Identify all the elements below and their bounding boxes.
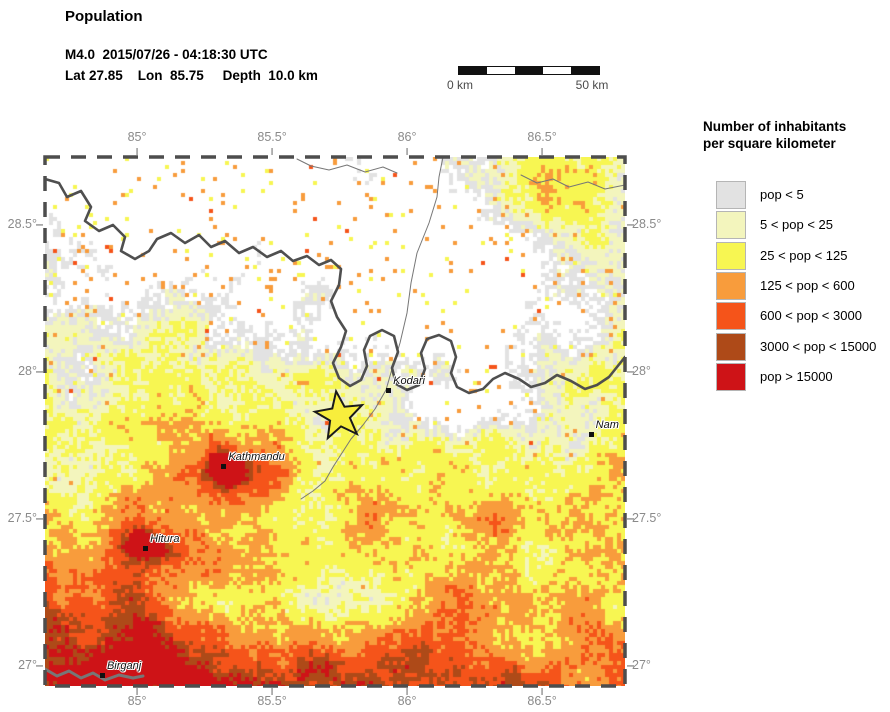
map-overlay — [45, 157, 625, 682]
legend-item-label: 600 < pop < 3000 — [760, 308, 862, 324]
axis-tick-label: 27° — [18, 657, 37, 672]
city-marker — [386, 387, 392, 393]
scale-bar-segment — [487, 67, 515, 74]
legend-swatch — [716, 271, 746, 300]
river-line — [300, 157, 444, 500]
scale-bar-segment — [543, 67, 571, 74]
legend-swatch — [716, 181, 746, 209]
event-magnitude-time: M4.0 2015/07/26 - 04:18:30 UTC — [65, 47, 268, 62]
legend-item-label: pop < 5 — [760, 187, 804, 202]
legend-item-label: 25 < pop < 125 — [760, 247, 848, 263]
city-label: Kathmandu — [228, 450, 285, 463]
page-title: Population — [65, 8, 143, 25]
axis-tick-label: 86.5° — [527, 130, 557, 144]
axis-tick-label: 85.5° — [257, 130, 287, 144]
map-raster-region: Kodari Kathmandu Hitura Birganj Nam — [45, 157, 625, 686]
river-line — [296, 158, 398, 174]
axis-tick-label: 85° — [127, 130, 147, 144]
epicenter-star — [312, 388, 365, 441]
city-label: Kodari — [393, 374, 425, 387]
legend-swatch — [716, 332, 746, 361]
axis-tick-label: 27.5° — [7, 510, 37, 525]
scale-bar-label-right: 50 km — [575, 78, 609, 92]
legend-title-line2: per square kilometer — [703, 136, 836, 151]
legend-swatch — [716, 362, 746, 391]
city-marker — [99, 672, 105, 678]
national-border-line — [45, 177, 625, 395]
legend-item-label: 5 < pop < 25 — [760, 217, 834, 233]
population-map: Kodari Kathmandu Hitura Birganj Nam 85° 85° 85… — [8, 130, 662, 708]
city-label: Birganj — [106, 659, 142, 672]
city-marker — [221, 463, 227, 469]
axis-tick-label: 28° — [632, 363, 651, 378]
axis-tick-label: 28.5° — [7, 216, 37, 231]
axis-tick-label: 27° — [632, 657, 651, 672]
legend-item-label: 125 < pop < 600 — [760, 277, 855, 293]
legend-title: Number of inhabitants per square kilomet… — [703, 118, 846, 152]
axis-tick-label: 28.5° — [632, 216, 662, 231]
legend-swatch — [716, 211, 746, 240]
scale-bar-segment — [459, 67, 487, 74]
legend-item-label: pop > 15000 — [760, 368, 833, 384]
legend-title-line1: Number of inhabitants — [703, 119, 847, 134]
scale-bar — [458, 66, 600, 75]
axis-tick-label: 28° — [18, 363, 37, 378]
axis-tick-label: 85° — [127, 694, 147, 708]
axis-tick-label: 86° — [397, 694, 417, 708]
event-location-depth: Lat 27.85 Lon 85.75 Depth 10.0 km — [65, 68, 318, 83]
city-marker — [588, 431, 594, 437]
axis-tick-label: 27.5° — [632, 510, 662, 525]
legend-item-label: 3000 < pop < 15000 — [760, 338, 877, 354]
scale-bar-segment — [515, 67, 543, 74]
axis-tick-label: 86.5° — [527, 694, 557, 708]
axis-tick-label: 85.5° — [257, 694, 287, 708]
city-marker — [143, 546, 149, 552]
scale-bar-segment — [571, 67, 599, 74]
city-label: Hitura — [150, 533, 180, 546]
axis-tick-label: 86° — [397, 130, 417, 144]
river-line — [520, 174, 625, 190]
scale-bar-label-left: 0 km — [446, 78, 474, 92]
legend-swatch — [716, 241, 746, 270]
legend-swatch — [716, 302, 746, 331]
city-label: Nam — [595, 418, 619, 431]
